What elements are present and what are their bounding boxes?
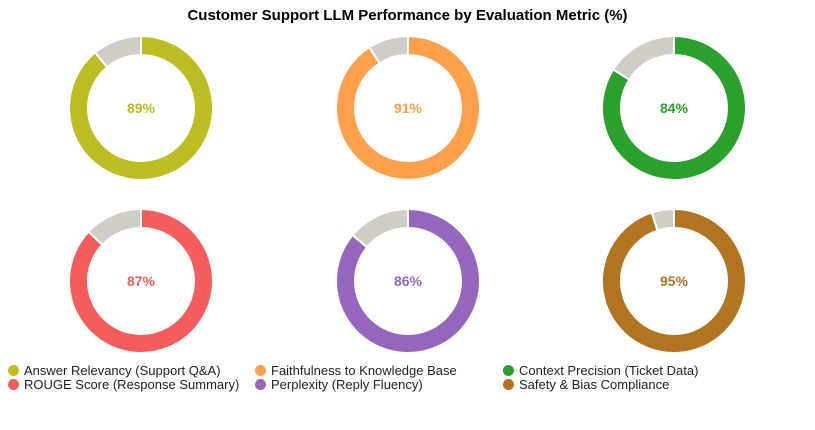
legend-marker bbox=[255, 365, 266, 376]
donut-center-label: 84% bbox=[660, 100, 689, 116]
donut-center-label: 89% bbox=[127, 100, 156, 116]
legend-item: Faithfulness to Knowledge Base bbox=[255, 363, 457, 378]
donut-segment-remainder bbox=[351, 207, 409, 249]
donut-segment-value bbox=[68, 34, 214, 181]
donut-segment-value bbox=[335, 207, 481, 354]
legend-label: Safety & Bias Compliance bbox=[519, 377, 670, 392]
donut-segment-value bbox=[68, 207, 214, 354]
donut-segment-remainder bbox=[611, 34, 675, 81]
donut-segment-value bbox=[335, 34, 481, 181]
donut-center-label: 86% bbox=[394, 273, 423, 289]
legend-label: Answer Relevancy (Support Q&A) bbox=[24, 363, 221, 378]
donut-segment-remainder bbox=[93, 34, 142, 69]
chart-title: Customer Support LLM Performance by Eval… bbox=[187, 7, 628, 24]
legend-item: Answer Relevancy (Support Q&A) bbox=[8, 363, 221, 378]
legend-label: Perplexity (Reply Fluency) bbox=[271, 377, 423, 392]
donut-center-label: 91% bbox=[394, 100, 423, 116]
legend-marker bbox=[8, 365, 19, 376]
legend-item: Context Precision (Ticket Data) bbox=[503, 363, 698, 378]
legend-marker bbox=[255, 379, 266, 390]
donut-center-label: 95% bbox=[660, 273, 689, 289]
legend-label: Context Precision (Ticket Data) bbox=[519, 363, 699, 378]
donut-center-label: 87% bbox=[127, 273, 156, 289]
donut-segment-remainder bbox=[368, 34, 409, 65]
legend-label: Faithfulness to Knowledge Base bbox=[271, 363, 457, 378]
legend-marker bbox=[503, 379, 514, 390]
legend-item: Safety & Bias Compliance bbox=[503, 377, 669, 392]
donut-segment-value bbox=[601, 34, 747, 181]
donut-segment-value bbox=[601, 207, 747, 354]
legend-label: ROUGE Score (Response Summary) bbox=[24, 377, 240, 392]
legend-item: Perplexity (Reply Fluency) bbox=[255, 377, 423, 392]
donut-segment-remainder bbox=[650, 207, 675, 232]
legend-item: ROUGE Score (Response Summary) bbox=[8, 377, 239, 392]
donut-segment-remainder bbox=[87, 207, 142, 247]
legend-marker bbox=[8, 379, 19, 390]
legend-marker bbox=[503, 365, 514, 376]
